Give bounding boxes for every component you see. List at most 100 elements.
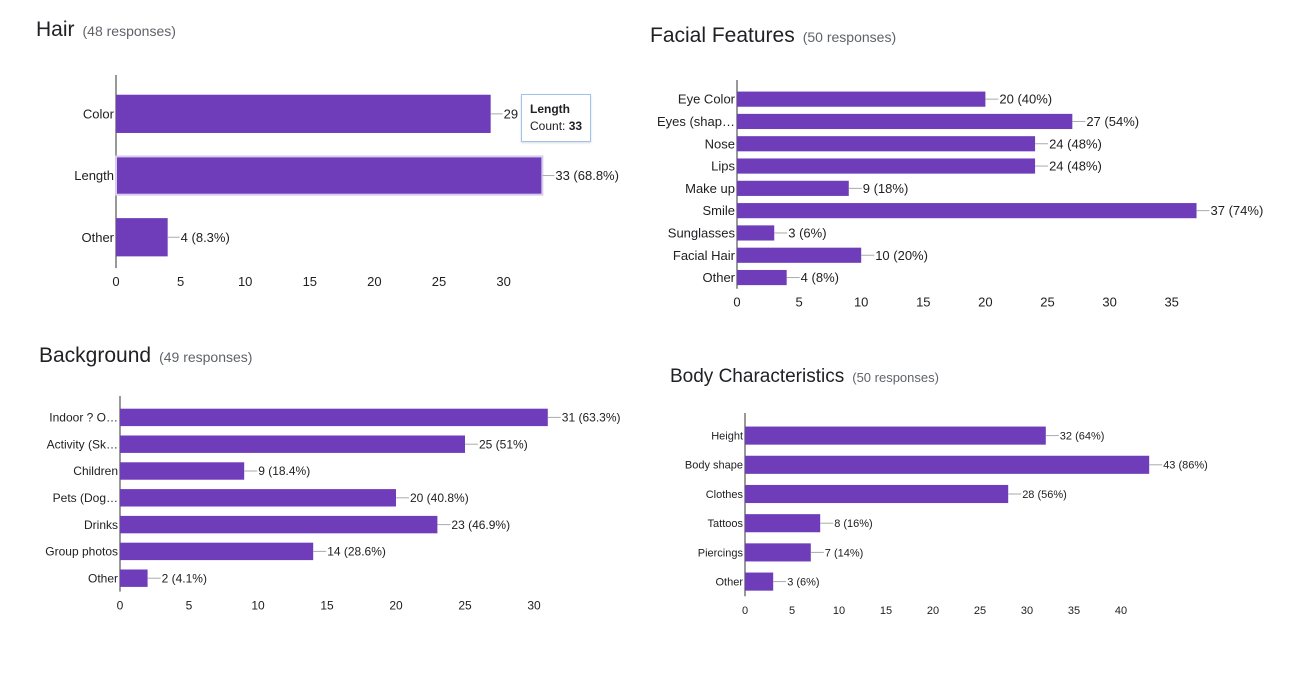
- category-label: Activity (Sk…: [47, 437, 118, 451]
- x-tick-label: 30: [527, 599, 541, 613]
- background-bar-chart: Indoor ? O… 31 (63.3%) Activity (Sk… 25 (51…: [45, 396, 621, 613]
- bar: [745, 484, 1009, 504]
- bar: [745, 572, 774, 591]
- response-count: (48 responses): [82, 23, 176, 39]
- data-label: 37 (74%): [1211, 203, 1264, 218]
- category-label: Color: [83, 106, 115, 121]
- response-count: (49 responses): [159, 349, 253, 365]
- category-label: Piercings: [698, 547, 744, 559]
- x-tick-label: 10: [833, 605, 845, 617]
- bar: [116, 218, 168, 257]
- x-tick-label: 10: [854, 295, 868, 310]
- bar: [120, 569, 148, 587]
- x-tick-label: 15: [320, 599, 334, 613]
- bar: [737, 180, 849, 196]
- data-label: 43 (86%): [1163, 460, 1208, 472]
- x-tick-label: 5: [177, 274, 184, 289]
- bar: [120, 408, 548, 427]
- bar: [737, 91, 986, 107]
- category-label: Eyes (shap…: [657, 114, 735, 129]
- category-label: Lips: [711, 159, 735, 174]
- data-label: 7 (14%): [825, 547, 864, 559]
- data-label: 24 (48%): [1049, 159, 1102, 174]
- data-label: 20 (40.8%): [410, 491, 469, 505]
- x-tick-label: 15: [916, 295, 930, 310]
- x-tick-label: 15: [880, 605, 892, 617]
- chart-title: Facial Features: [650, 24, 795, 47]
- bar: [737, 113, 1073, 130]
- category-label: Tattoos: [708, 518, 744, 530]
- data-label: 25 (51%): [479, 437, 528, 451]
- bar: [120, 435, 465, 453]
- tooltip-count-label: Count:: [530, 119, 566, 133]
- chart-header: Body Characteristics (50 responses): [670, 366, 939, 388]
- category-label: Sunglasses: [668, 226, 736, 241]
- x-tick-label: 30: [496, 274, 510, 289]
- x-tick-label: 40: [1115, 605, 1127, 617]
- category-label: Other: [88, 571, 118, 585]
- chart-title: Hair: [36, 18, 75, 41]
- category-label: Facial Hair: [673, 248, 736, 263]
- x-tick-label: 25: [432, 274, 446, 289]
- x-tick-label: 10: [238, 274, 252, 289]
- data-label: 2 (4.1%): [162, 571, 207, 585]
- x-tick-label: 25: [974, 605, 986, 617]
- bar: [737, 247, 862, 263]
- category-label: Other: [81, 230, 114, 245]
- category-label: Length: [74, 168, 114, 183]
- chart-header: Facial Features (50 responses): [650, 24, 896, 48]
- x-tick-label: 5: [789, 605, 795, 617]
- bar: [745, 514, 821, 533]
- chart-title: Body Characteristics: [670, 366, 845, 387]
- category-label: Pets (Dog…: [53, 491, 118, 505]
- category-label: Height: [711, 430, 743, 442]
- data-label: 33 (68.8%): [555, 168, 619, 183]
- category-label: Body shape: [685, 460, 743, 472]
- data-label: 3 (6%): [787, 576, 819, 588]
- response-count: (50 responses): [852, 370, 939, 385]
- category-label: Clothes: [706, 489, 744, 501]
- tooltip-title: Length: [530, 102, 570, 116]
- x-tick-label: 20: [389, 599, 403, 613]
- facial-features-bar-chart: Eye Color 20 (40%) Eyes (shap… 27 (54%) Nose…: [657, 80, 1264, 310]
- x-tick-label: 25: [458, 599, 472, 613]
- chart-title: Background: [39, 344, 152, 367]
- bar: [737, 269, 787, 286]
- data-label: 23 (46.9%): [451, 518, 510, 532]
- data-label: 9 (18.4%): [258, 464, 310, 478]
- data-label: 27 (54%): [1086, 114, 1139, 129]
- category-label: Other: [702, 270, 735, 285]
- data-label: 9 (18%): [863, 181, 909, 196]
- data-label: 8 (16%): [834, 518, 873, 530]
- hair-bar-chart: Color 29 Length 33 (68.8%) Other 4 (8.3%) 0 5 10…: [74, 75, 619, 289]
- x-tick-label: 0: [742, 605, 748, 617]
- bar: [745, 455, 1150, 474]
- x-tick-label: 0: [117, 599, 124, 613]
- chart-tooltip: Length Count: 33: [521, 94, 592, 142]
- data-label: 4 (8.3%): [181, 230, 230, 245]
- x-tick-label: 5: [186, 599, 193, 613]
- category-label: Nose: [705, 136, 735, 151]
- category-label: Drinks: [84, 518, 118, 532]
- category-label: Eye Color: [678, 92, 736, 107]
- bar: [745, 426, 1046, 445]
- bar: [737, 158, 1036, 174]
- x-tick-label: 25: [1040, 295, 1054, 310]
- bar: [120, 542, 314, 561]
- data-label: 29: [504, 106, 518, 121]
- x-tick-label: 35: [1164, 295, 1178, 310]
- chart-header: Background (49 responses): [39, 344, 252, 368]
- data-label: 10 (20%): [875, 248, 928, 263]
- response-count: (50 responses): [802, 29, 897, 45]
- data-label: 28 (56%): [1022, 489, 1067, 501]
- data-label: 24 (48%): [1049, 136, 1102, 151]
- x-tick-label: 30: [1102, 295, 1116, 310]
- bar: [737, 203, 1197, 219]
- x-tick-label: 0: [112, 274, 119, 289]
- x-tick-label: 0: [733, 295, 740, 310]
- x-tick-label: 35: [1068, 605, 1080, 617]
- category-label: Make up: [685, 181, 735, 196]
- bar: [737, 225, 775, 241]
- category-label: Indoor ? O…: [49, 411, 118, 425]
- data-label: 31 (63.3%): [562, 411, 621, 425]
